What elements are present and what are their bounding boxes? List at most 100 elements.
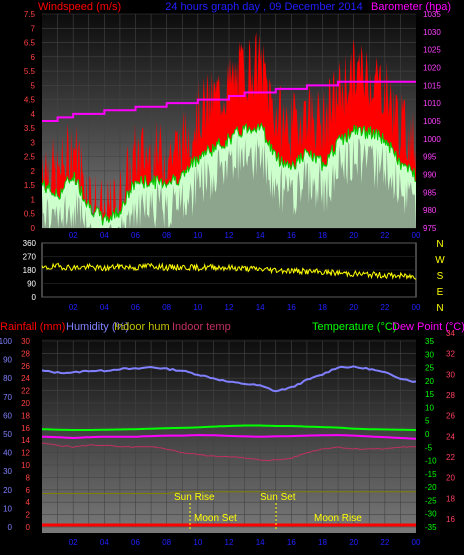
- dir-y-tick: 180: [23, 266, 37, 275]
- dir-x-tick: 18: [318, 303, 327, 312]
- wind-y-tick: 7.5: [24, 10, 36, 19]
- wind-y-tick: 1.5: [24, 181, 36, 190]
- baro-y-tick: 1000: [423, 135, 441, 144]
- wind-y-tick: 4: [31, 110, 36, 119]
- wind-direction-line: [41, 262, 417, 280]
- wind-x-tick: 08: [162, 231, 171, 240]
- climate-x-tick: 06: [131, 538, 140, 547]
- wind-x-tick: 10: [193, 231, 202, 240]
- dir-x-tick: 10: [193, 303, 202, 312]
- baro-y-tick: 1015: [423, 81, 441, 90]
- wind-x-tick: 18: [318, 231, 327, 240]
- temp-y-tick: 5: [425, 417, 430, 426]
- compass-label: N: [436, 239, 443, 250]
- rain-y-tick: 0: [26, 523, 31, 532]
- climate-x-tick: 14: [256, 538, 265, 547]
- dir-y-tick: 270: [23, 253, 37, 262]
- rain-y-tick: 8: [26, 473, 31, 482]
- indoor-humidity-line: [42, 491, 416, 494]
- baro-y-tick: 1005: [423, 117, 441, 126]
- temp-y-tick: 25: [425, 364, 434, 373]
- humidity-y-tick: 50: [3, 430, 12, 439]
- legend-humidity: Humidity (%): [66, 321, 129, 333]
- wind-x-tick: 04: [100, 231, 109, 240]
- dir-y-tick: 0: [32, 293, 37, 302]
- climate-x-tick: 16: [287, 538, 296, 547]
- dir-x-tick: 02: [69, 303, 78, 312]
- dir-y-tick: 90: [27, 280, 36, 289]
- chart-title: 24 hours graph day , 09 December 2014: [165, 1, 363, 13]
- temp-y-tick: 30: [425, 350, 434, 359]
- dir-x-tick: 22: [380, 303, 389, 312]
- humidity-y-tick: 20: [3, 486, 12, 495]
- climate-grid: [42, 340, 416, 528]
- dir-x-tick: 16: [287, 303, 296, 312]
- barometer-title: Barometer (hpa): [371, 1, 451, 13]
- climate-x-tick: 00: [412, 538, 421, 547]
- temperature-line: [41, 424, 416, 431]
- climate-axes: 0102030405060708090100024681012141618202…: [0, 329, 455, 547]
- legend-rainfall: Rainfall (mm): [0, 321, 65, 333]
- wind-x-tick: 02: [69, 231, 78, 240]
- wind-y-tick: 2: [31, 167, 36, 176]
- wind-y-tick: 5.5: [24, 67, 36, 76]
- temp-y-tick: 0: [425, 430, 430, 439]
- wind-x-tick: 00: [412, 231, 421, 240]
- indoor-temp-y-tick: 16: [446, 515, 455, 524]
- rain-y-tick: 22: [21, 387, 30, 396]
- wind-y-tick: 5: [31, 81, 36, 90]
- barometer-line: [42, 80, 416, 122]
- dir-x-tick: 04: [100, 303, 109, 312]
- climate-x-tick: 04: [100, 538, 109, 547]
- indoor-temp-y-tick: 26: [446, 412, 455, 421]
- temp-y-tick: -10: [425, 457, 437, 466]
- humidity-y-tick: 40: [3, 449, 12, 458]
- wind-x-tick: 20: [349, 231, 358, 240]
- humidity-y-tick: 30: [3, 467, 12, 476]
- indoor-temp-y-tick: 32: [446, 350, 455, 359]
- rain-y-tick: 4: [26, 498, 31, 507]
- moon-rise-label: Moon Rise: [314, 513, 362, 524]
- temp-y-tick: 15: [425, 390, 434, 399]
- dir-x-tick: 06: [131, 303, 140, 312]
- compass-label: W: [435, 255, 445, 266]
- wind-x-tick: 16: [287, 231, 296, 240]
- baro-y-tick: 1025: [423, 46, 441, 55]
- climate-x-tick: 02: [69, 538, 78, 547]
- indoor-temp-y-tick: 18: [446, 494, 455, 503]
- humidity-y-tick: 0: [8, 523, 13, 532]
- temp-y-tick: -5: [425, 443, 433, 452]
- rain-y-tick: 14: [21, 436, 30, 445]
- dir-x-tick: 08: [162, 303, 171, 312]
- wind-y-tick: 4.5: [24, 96, 36, 105]
- wind-y-tick: 3: [31, 138, 36, 147]
- wind-y-tick: 6: [31, 53, 36, 62]
- indoor-temp-line: [41, 442, 417, 461]
- climate-x-tick: 08: [162, 538, 171, 547]
- wind-y-tick: 0.5: [24, 210, 36, 219]
- baro-y-tick: 1030: [423, 28, 441, 37]
- moon-set-label: Moon Set: [194, 513, 237, 524]
- wind-axes: 0 0.5 1 1.5 2 2.5 3 3.5 4 4.5 5 5.5 6 6.5 7 7.5 975 980 98…: [24, 10, 441, 240]
- rain-y-tick: 18: [21, 411, 30, 420]
- dir-x-tick: 20: [349, 303, 358, 312]
- dir-y-tick: 360: [23, 239, 37, 248]
- rain-y-tick: 6: [26, 486, 31, 495]
- baro-y-tick: 1020: [423, 64, 441, 73]
- rain-y-tick: 10: [21, 461, 30, 470]
- wind-y-tick: 7: [31, 24, 36, 33]
- wind-x-tick: 14: [256, 231, 265, 240]
- wind-y-tick: 1: [31, 195, 36, 204]
- wind-x-tick: 06: [131, 231, 140, 240]
- dir-x-tick: 14: [256, 303, 265, 312]
- indoor-temp-y-tick: 22: [446, 453, 455, 462]
- climate-x-tick: 22: [380, 538, 389, 547]
- rain-y-tick: 2: [26, 511, 31, 520]
- wind-x-tick: 22: [380, 231, 389, 240]
- legend-indoor-temp: Indoor temp: [172, 321, 231, 333]
- wind-x-tick: 12: [225, 231, 234, 240]
- wind-y-tick: 0: [31, 224, 36, 233]
- temp-y-tick: 35: [425, 337, 434, 346]
